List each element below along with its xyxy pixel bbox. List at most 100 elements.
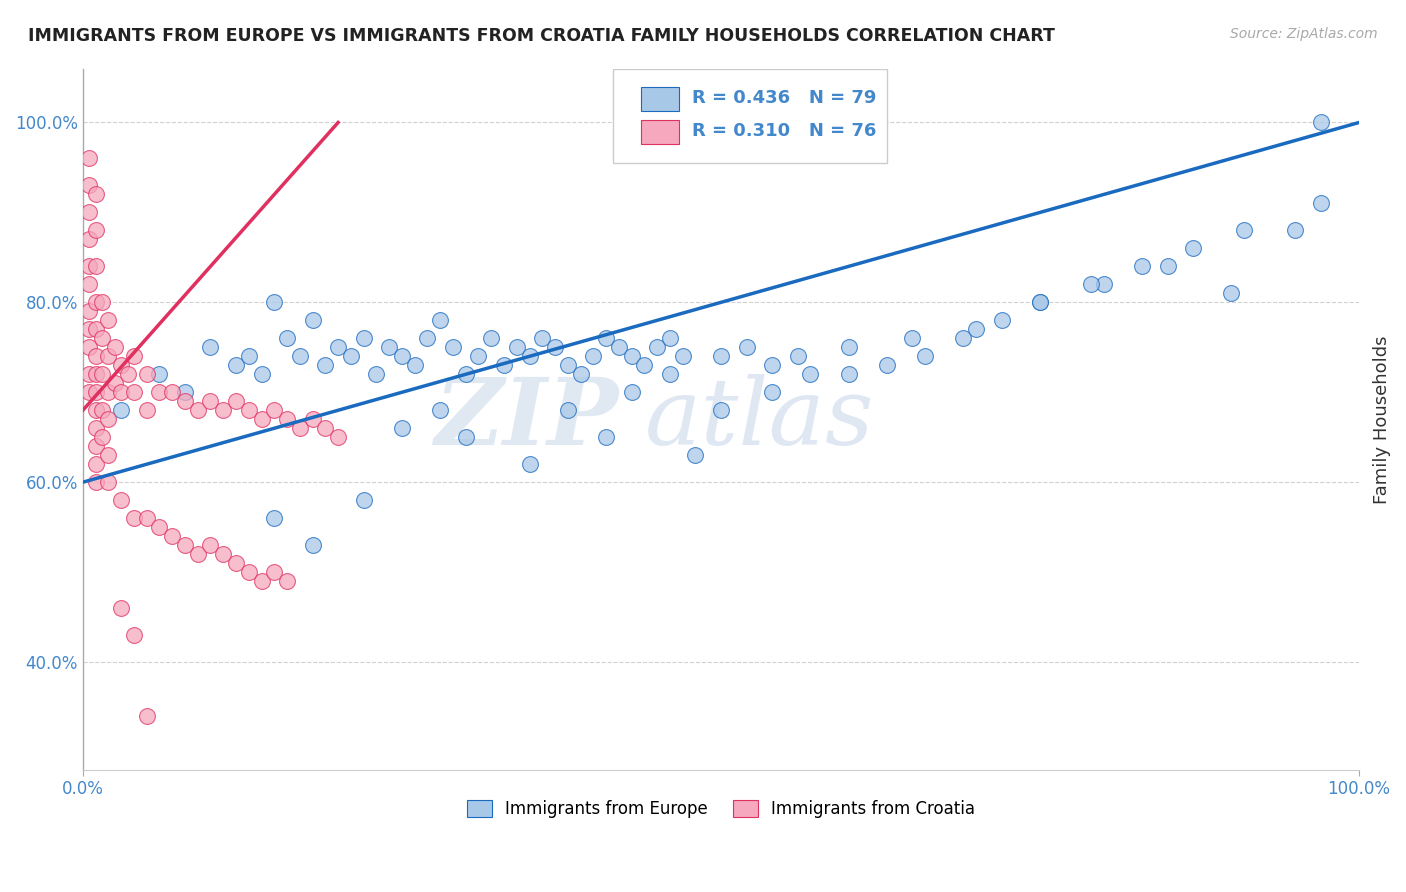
Point xyxy=(174,385,197,400)
Point xyxy=(1182,241,1205,255)
Point xyxy=(506,340,529,354)
Point xyxy=(263,511,285,525)
Point xyxy=(91,403,114,417)
Point xyxy=(595,331,617,345)
Point xyxy=(77,385,100,400)
Point xyxy=(519,457,541,471)
Point xyxy=(492,359,515,373)
Point xyxy=(710,403,733,417)
Point xyxy=(225,359,247,373)
Point xyxy=(110,601,132,615)
Point xyxy=(557,403,579,417)
Point xyxy=(174,394,197,409)
Point xyxy=(84,385,107,400)
Point xyxy=(84,322,107,336)
Point xyxy=(1029,295,1052,310)
Point xyxy=(1309,196,1331,211)
Point xyxy=(326,430,349,444)
Point xyxy=(122,385,145,400)
Point xyxy=(110,403,132,417)
Point xyxy=(1156,260,1178,274)
Point xyxy=(645,340,668,354)
Point xyxy=(77,368,100,382)
Legend: Immigrants from Europe, Immigrants from Croatia: Immigrants from Europe, Immigrants from … xyxy=(460,793,981,825)
Text: ZIP: ZIP xyxy=(434,375,619,464)
Point xyxy=(1284,223,1306,237)
Point xyxy=(685,448,707,462)
Point xyxy=(84,260,107,274)
Point xyxy=(148,385,170,400)
Point xyxy=(117,368,139,382)
Point xyxy=(212,403,235,417)
Point xyxy=(104,340,127,354)
Point xyxy=(786,349,808,363)
Point xyxy=(454,430,477,444)
Point xyxy=(110,493,132,508)
Point xyxy=(519,349,541,363)
Point xyxy=(84,421,107,435)
Point xyxy=(122,511,145,525)
Point xyxy=(238,565,260,579)
Point xyxy=(263,295,285,310)
Point xyxy=(160,385,183,400)
Point xyxy=(416,331,439,345)
Point xyxy=(200,538,222,552)
Point xyxy=(326,340,349,354)
Point xyxy=(301,538,323,552)
Point xyxy=(761,385,783,400)
Point xyxy=(710,349,733,363)
Point xyxy=(187,403,209,417)
Point xyxy=(353,493,375,508)
Point xyxy=(97,475,120,490)
Point xyxy=(366,368,388,382)
Point xyxy=(263,565,285,579)
Point xyxy=(838,368,860,382)
Point xyxy=(250,412,273,426)
Point xyxy=(276,574,298,589)
Point xyxy=(479,331,502,345)
Point xyxy=(148,368,170,382)
Point xyxy=(441,340,464,354)
Point xyxy=(97,412,120,426)
Point xyxy=(84,368,107,382)
Point xyxy=(263,403,285,417)
Point xyxy=(84,223,107,237)
Text: IMMIGRANTS FROM EUROPE VS IMMIGRANTS FROM CROATIA FAMILY HOUSEHOLDS CORRELATION : IMMIGRANTS FROM EUROPE VS IMMIGRANTS FRO… xyxy=(28,27,1054,45)
Point xyxy=(1220,286,1243,301)
Point xyxy=(77,232,100,246)
Point xyxy=(467,349,489,363)
Point xyxy=(77,260,100,274)
Point xyxy=(97,313,120,327)
Point xyxy=(174,538,197,552)
Point xyxy=(557,359,579,373)
FancyBboxPatch shape xyxy=(641,87,679,111)
Point xyxy=(391,421,413,435)
Point xyxy=(77,178,100,193)
Point xyxy=(135,368,157,382)
Point xyxy=(84,439,107,453)
Point xyxy=(340,349,363,363)
Point xyxy=(84,349,107,363)
Point xyxy=(77,277,100,292)
Point xyxy=(288,421,311,435)
Point xyxy=(914,349,936,363)
Point xyxy=(620,349,643,363)
Point xyxy=(200,394,222,409)
Point xyxy=(84,403,107,417)
Point xyxy=(97,385,120,400)
Point xyxy=(454,368,477,382)
Y-axis label: Family Households: Family Households xyxy=(1374,335,1391,503)
Point xyxy=(84,295,107,310)
Point xyxy=(148,520,170,534)
Point xyxy=(110,385,132,400)
Point xyxy=(160,529,183,543)
Point xyxy=(1092,277,1115,292)
Point xyxy=(77,152,100,166)
Point xyxy=(378,340,401,354)
Point xyxy=(238,403,260,417)
Point xyxy=(135,709,157,723)
Point xyxy=(1029,295,1052,310)
Point xyxy=(238,349,260,363)
Point xyxy=(952,331,974,345)
Point xyxy=(1130,260,1153,274)
